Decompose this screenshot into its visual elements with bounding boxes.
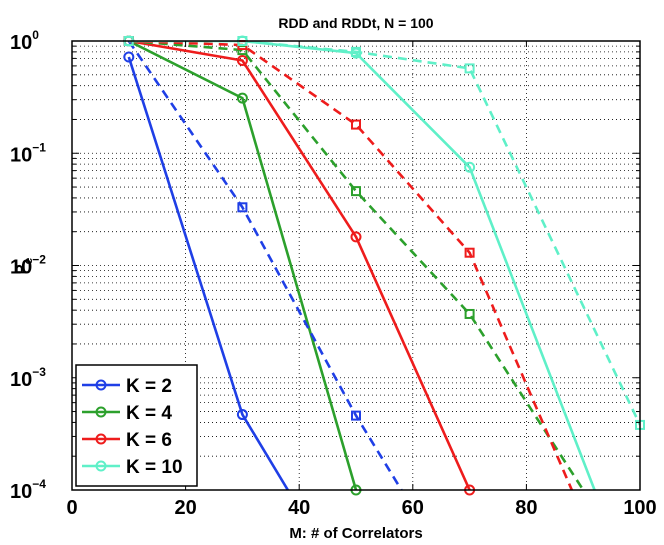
series-line-rddt-6 (128, 41, 574, 490)
x-tick-label: 100 (623, 497, 656, 519)
data-point-rdd-6 (236, 55, 248, 67)
chart-title: RDD and RDDt, N = 100 (278, 15, 433, 31)
y-axis-title-main: P (13, 264, 30, 274)
x-tick-label: 60 (402, 497, 424, 519)
x-axis-title: M: # of Correlators (289, 525, 422, 542)
x-tick-label: 40 (288, 497, 310, 519)
series-layer (127, 41, 640, 490)
y-tick-label: 10−2 (10, 253, 46, 279)
x-tick-label: 0 (66, 497, 77, 519)
legend-marker (95, 379, 107, 391)
data-point-rddt-2 (237, 202, 248, 213)
data-point-rdd-2 (236, 409, 248, 421)
y-tick-base: 10 (10, 481, 32, 503)
y-axis-title-subscript: e (21, 257, 35, 264)
data-point-rddt-4 (464, 308, 475, 319)
y-tick-exponent: 0 (32, 28, 39, 42)
y-tick-base: 10 (10, 144, 32, 166)
legend-label: K = 10 (126, 457, 183, 478)
y-tick-exponent: −3 (32, 365, 46, 379)
legend-marker (95, 460, 107, 472)
series-line-rdd-2 (127, 56, 289, 490)
series-line-rdd-6 (128, 41, 471, 490)
y-tick-exponent: −4 (32, 477, 46, 491)
legend-marker (95, 433, 107, 445)
data-point-rdd-4 (236, 92, 248, 104)
data-point-rddt-10 (351, 46, 361, 57)
legend-marker (95, 406, 107, 418)
y-tick-label: 10−4 (10, 477, 46, 503)
y-axis-title: Pe (13, 257, 35, 274)
data-point-rddt-10 (464, 63, 475, 74)
data-point-rddt-4 (237, 45, 248, 56)
series-line-rddt-2 (127, 41, 403, 490)
y-tick-exponent: −1 (32, 140, 46, 154)
y-tick-label: 100 (10, 28, 39, 54)
data-point-rddt-2 (351, 410, 361, 421)
y-tick-base: 10 (10, 369, 32, 391)
data-point-rddt-4 (351, 186, 361, 197)
data-point-rdd-10 (464, 161, 476, 173)
data-point-rdd-6 (350, 231, 362, 243)
data-point-rddt-6 (464, 247, 475, 258)
y-tick-base: 10 (10, 32, 32, 54)
y-tick-base: 10 (10, 257, 32, 279)
y-tick-label: 10−3 (10, 365, 46, 391)
legend-label: K = 2 (126, 376, 172, 397)
series-line-rdd-4 (128, 41, 358, 490)
x-tick-label: 80 (515, 497, 537, 519)
y-tick-label: 10−1 (10, 140, 46, 166)
y-tick-exponent: −2 (32, 253, 46, 267)
x-tick-label: 20 (174, 497, 196, 519)
legend-label: K = 4 (126, 403, 172, 424)
data-point-rdd-2 (123, 51, 135, 63)
series-line-rddt-4 (128, 41, 585, 490)
svg-text:Pe: Pe (13, 257, 35, 274)
data-point-rddt-6 (351, 119, 361, 130)
legend: K = 2 K = 4 K = 6 K = 10 (75, 364, 198, 487)
series-line-rddt-10 (128, 41, 640, 426)
legend-label: K = 6 (126, 430, 172, 451)
